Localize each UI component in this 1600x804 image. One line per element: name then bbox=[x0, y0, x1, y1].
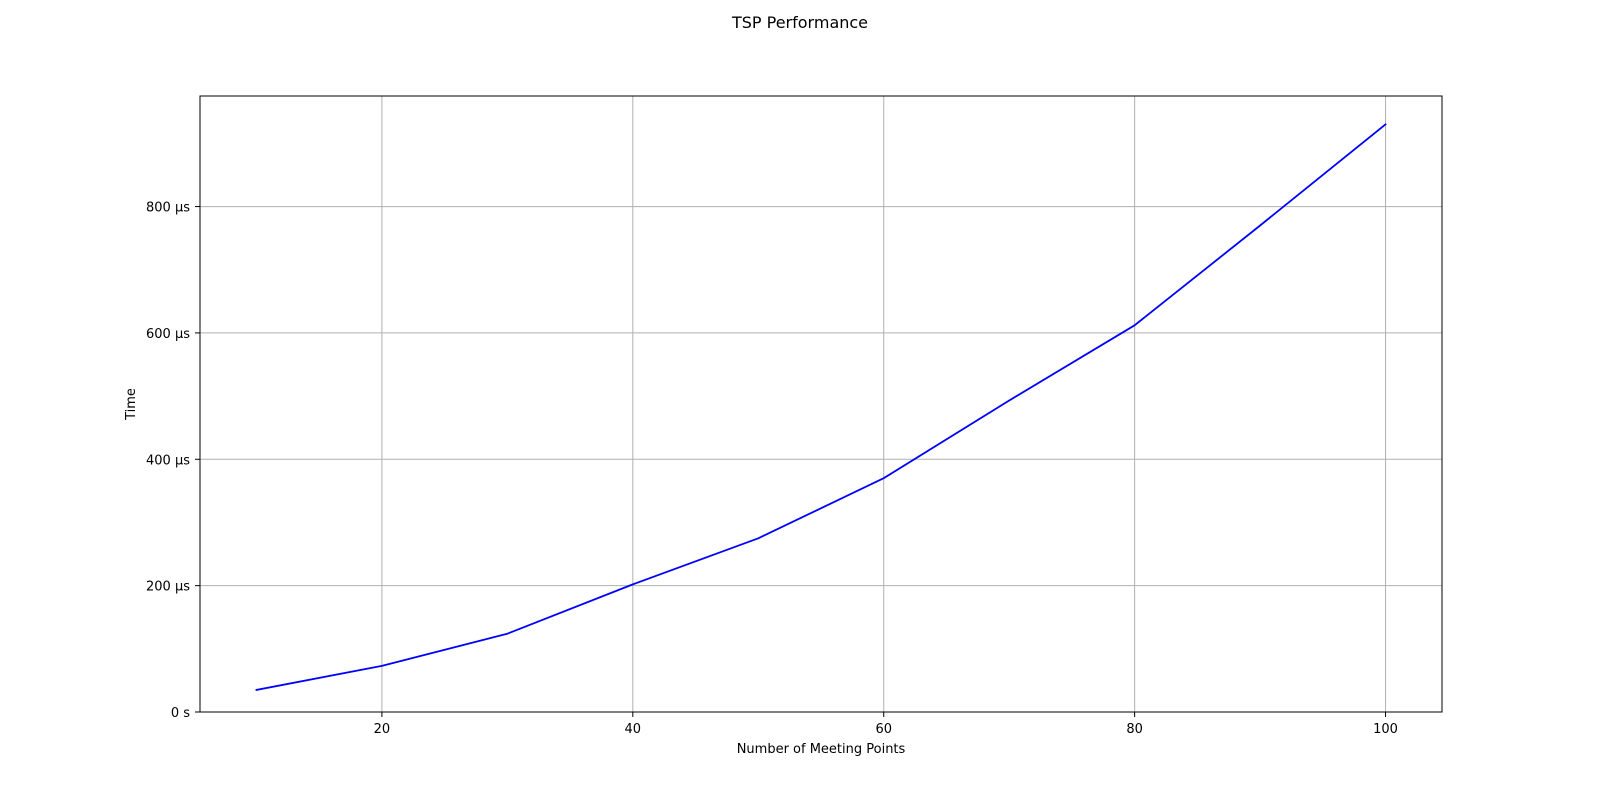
x-tick-label: 100 bbox=[1373, 722, 1398, 737]
y-tick-label: 200 µs bbox=[146, 580, 190, 595]
y-tick-label: 400 µs bbox=[146, 453, 190, 468]
x-axis-ticks: 20 40 60 80 100 bbox=[374, 712, 1398, 737]
x-tick-label: 40 bbox=[625, 722, 642, 737]
grid bbox=[200, 96, 1442, 713]
y-tick-label: 600 µs bbox=[146, 327, 190, 342]
chart-title: TSP Performance bbox=[731, 13, 868, 32]
series-line-0 bbox=[255, 123, 1387, 691]
y-axis-ticks: 0 s 200 µs 400 µs 600 µs 800 µs bbox=[146, 201, 200, 721]
x-tick-label: 20 bbox=[374, 722, 391, 737]
y-tick-label: 800 µs bbox=[146, 201, 190, 216]
y-axis-label: Time bbox=[124, 388, 139, 421]
plot-area-frame bbox=[199, 95, 1443, 713]
x-axis-label: Number of Meeting Points bbox=[737, 742, 906, 757]
series-layer bbox=[255, 123, 1387, 691]
x-tick-label: 60 bbox=[875, 722, 892, 737]
x-tick-label: 80 bbox=[1126, 722, 1143, 737]
y-tick-label: 0 s bbox=[171, 706, 190, 721]
